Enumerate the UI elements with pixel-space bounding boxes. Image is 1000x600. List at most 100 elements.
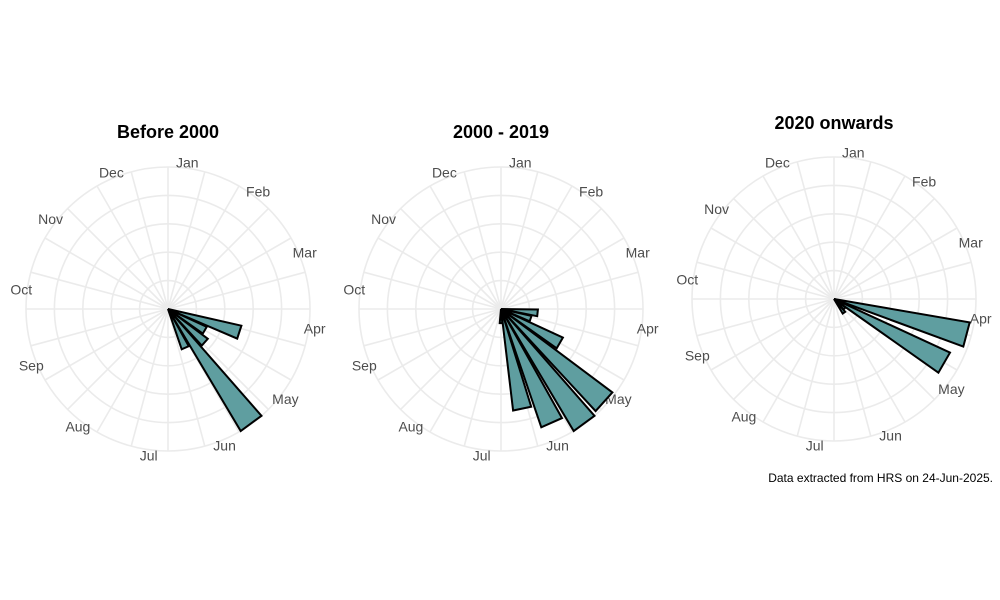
panel-before-2000: Before 2000 Jan Feb Mar Apr May Jun Jul Aug Sep O… bbox=[10, 122, 326, 464]
polar-bar bbox=[498, 308, 504, 325]
grid-spoke bbox=[167, 237, 292, 310]
month-label-oct: Oct bbox=[343, 282, 365, 298]
panel-title: Before 2000 bbox=[117, 122, 219, 142]
grid-spoke bbox=[130, 308, 169, 447]
month-label-aug: Aug bbox=[65, 418, 90, 434]
grid-spoke bbox=[696, 298, 835, 337]
grid-spoke bbox=[67, 208, 169, 310]
month-label-mar: Mar bbox=[959, 234, 983, 250]
grid-spoke bbox=[463, 308, 502, 447]
polar-grid bbox=[358, 166, 644, 452]
panel-2020-onwards: 2020 onwards Jan Feb Mar Apr May Jun Jul Aug Sep… bbox=[676, 113, 992, 454]
grid-spoke bbox=[429, 308, 502, 433]
month-label-jan: Jan bbox=[509, 154, 532, 170]
grid-spoke bbox=[67, 308, 169, 410]
grid-spoke bbox=[167, 171, 206, 310]
grid-spoke bbox=[400, 308, 502, 410]
month-label-mar: Mar bbox=[626, 244, 650, 260]
grid-spoke bbox=[833, 298, 935, 400]
grid-spoke bbox=[762, 175, 835, 300]
grid-spoke bbox=[96, 185, 169, 310]
grid-spoke bbox=[463, 171, 502, 310]
month-label-apr: Apr bbox=[304, 320, 326, 336]
month-label-nov: Nov bbox=[38, 211, 63, 227]
polar-bar bbox=[833, 298, 952, 375]
bars bbox=[833, 298, 971, 375]
month-label-aug: Aug bbox=[398, 418, 423, 434]
grid-spoke bbox=[130, 171, 169, 310]
month-label-may: May bbox=[605, 391, 631, 407]
grid-spoke bbox=[500, 271, 639, 310]
bars bbox=[167, 308, 263, 433]
grid-spoke bbox=[44, 237, 169, 310]
month-label-nov: Nov bbox=[371, 211, 396, 227]
grid-spoke bbox=[833, 227, 958, 300]
month-label-oct: Oct bbox=[676, 272, 698, 288]
month-label-jun: Jun bbox=[213, 438, 236, 454]
grid-spoke bbox=[500, 171, 539, 310]
month-label-aug: Aug bbox=[731, 408, 756, 424]
grid-spoke bbox=[833, 175, 906, 300]
month-label-feb: Feb bbox=[246, 184, 270, 200]
grid-spoke bbox=[833, 161, 872, 300]
grid-spoke bbox=[796, 161, 835, 300]
month-label-feb: Feb bbox=[579, 184, 603, 200]
panel-title: 2020 onwards bbox=[774, 113, 893, 133]
grid-spoke bbox=[796, 298, 835, 437]
data-source-caption: Data extracted from HRS on 24-Jun-2025. bbox=[768, 471, 993, 485]
grid-spoke bbox=[167, 271, 306, 310]
polar-bar bbox=[500, 308, 564, 429]
month-label-jul: Jul bbox=[806, 438, 824, 454]
grid-spoke bbox=[710, 227, 835, 300]
grid-spoke bbox=[500, 185, 573, 310]
month-label-nov: Nov bbox=[704, 201, 729, 217]
grid-spoke bbox=[400, 208, 502, 310]
month-label-sep: Sep bbox=[685, 348, 710, 364]
month-label-oct: Oct bbox=[10, 282, 32, 298]
grid-spoke bbox=[363, 308, 502, 347]
polar-bar bbox=[500, 308, 614, 413]
grid-spoke bbox=[696, 261, 835, 300]
month-label-jul: Jul bbox=[473, 448, 491, 464]
panel-title: 2000 - 2019 bbox=[453, 122, 549, 142]
grid-spoke bbox=[30, 271, 169, 310]
panel-2000-2019: 2000 - 2019 Jan Feb Mar Apr May Jun Jul Aug Sep O… bbox=[343, 122, 659, 464]
month-label-jun: Jun bbox=[546, 438, 569, 454]
grid-spoke bbox=[833, 198, 935, 300]
month-label-jan: Jan bbox=[842, 144, 865, 160]
month-label-jun: Jun bbox=[879, 428, 902, 444]
month-label-apr: Apr bbox=[970, 310, 992, 326]
grid-spoke bbox=[377, 308, 502, 381]
month-label-jan: Jan bbox=[176, 154, 199, 170]
month-label-jul: Jul bbox=[140, 448, 158, 464]
polar-bar bbox=[833, 298, 971, 348]
polar-bar bbox=[167, 308, 191, 351]
polar-bar bbox=[167, 308, 263, 433]
month-label-dec: Dec bbox=[99, 164, 124, 180]
grid-spoke bbox=[96, 308, 169, 433]
grid-spoke bbox=[710, 298, 835, 371]
month-label-apr: Apr bbox=[637, 320, 659, 336]
grid-spoke bbox=[833, 298, 872, 437]
polar-bar bbox=[500, 308, 596, 433]
month-label-may: May bbox=[938, 381, 964, 397]
bars bbox=[498, 308, 614, 433]
grid-spoke bbox=[377, 237, 502, 310]
grid-spoke bbox=[30, 308, 169, 347]
month-label-feb: Feb bbox=[912, 174, 936, 190]
grid-spoke bbox=[500, 208, 602, 310]
grid-spoke bbox=[833, 261, 972, 300]
polar-bar bbox=[500, 308, 533, 412]
grid-spoke bbox=[167, 208, 269, 310]
grid-spoke bbox=[500, 237, 625, 310]
grid-spoke bbox=[167, 185, 240, 310]
month-label-may: May bbox=[272, 391, 298, 407]
grid-spoke bbox=[733, 198, 835, 300]
grid-spoke bbox=[733, 298, 835, 400]
polar-bar bbox=[833, 298, 847, 316]
grid-spoke bbox=[429, 185, 502, 310]
month-label-sep: Sep bbox=[19, 358, 44, 374]
month-label-sep: Sep bbox=[352, 358, 377, 374]
grid-spoke bbox=[833, 298, 906, 423]
